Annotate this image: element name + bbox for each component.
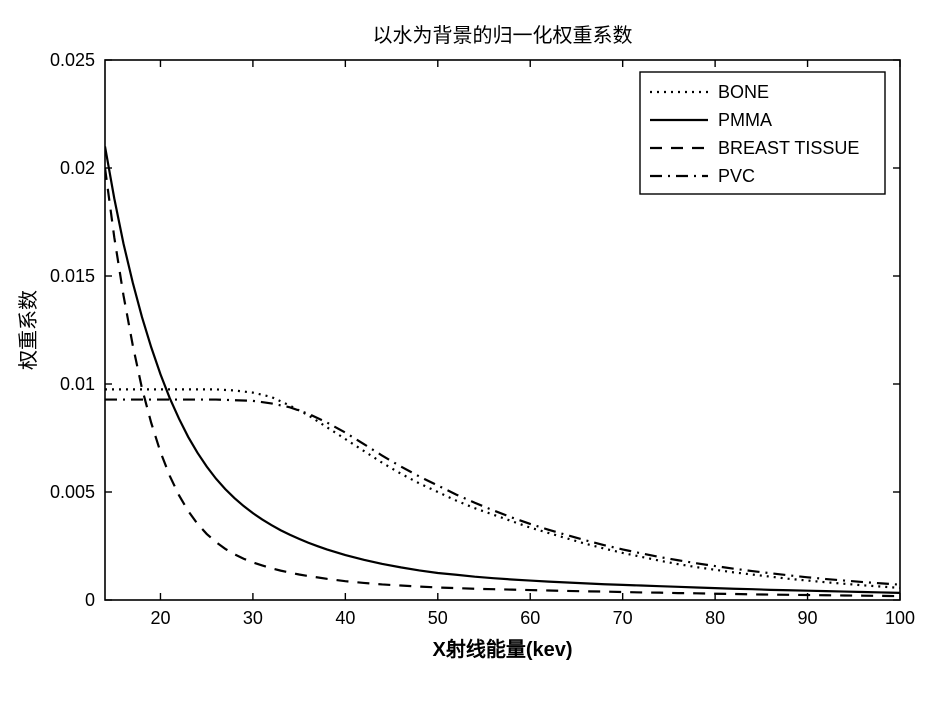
chart-container: 20 30 40 50 60 70 80 90 100 0 0.005 0.01 0.015 0.02 0.… bbox=[0, 0, 934, 701]
x-tick-label: 40 bbox=[335, 608, 355, 628]
y-tick-label: 0 bbox=[85, 590, 95, 610]
x-tick-label: 90 bbox=[798, 608, 818, 628]
y-tick-label: 0.02 bbox=[60, 158, 95, 178]
legend-label: BONE bbox=[718, 82, 769, 102]
legend-label: PVC bbox=[718, 166, 755, 186]
legend-label: PMMA bbox=[718, 110, 772, 130]
x-tick-label: 60 bbox=[520, 608, 540, 628]
y-tick-label: 0.01 bbox=[60, 374, 95, 394]
y-tick-label: 0.005 bbox=[50, 482, 95, 502]
x-tick-label: 100 bbox=[885, 608, 915, 628]
y-axis-label: 权重系数 bbox=[17, 290, 40, 370]
x-axis-label: X射线能量(kev) bbox=[432, 637, 572, 661]
x-tick-label: 30 bbox=[243, 608, 263, 628]
x-tick-label: 50 bbox=[428, 608, 448, 628]
x-tick-label: 20 bbox=[150, 608, 170, 628]
x-tick-label: 80 bbox=[705, 608, 725, 628]
chart-title: 以水为背景的归一化权重系数 bbox=[373, 24, 633, 47]
chart-svg: 20 30 40 50 60 70 80 90 100 0 0.005 0.01 0.015 0.02 0.… bbox=[0, 0, 934, 701]
y-tick-label: 0.025 bbox=[50, 50, 95, 70]
y-tick-label: 0.015 bbox=[50, 266, 95, 286]
x-tick-label: 70 bbox=[613, 608, 633, 628]
legend-label: BREAST TISSUE bbox=[718, 138, 859, 158]
